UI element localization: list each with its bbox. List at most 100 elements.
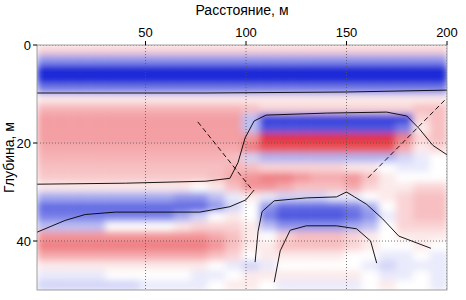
cell [140,163,158,173]
cell [88,114,106,124]
cell [293,172,311,182]
grid-x [145,45,146,290]
cell [379,114,397,124]
cell [191,270,209,280]
cell [122,192,140,202]
cell [345,133,363,143]
cell [362,65,380,75]
cell [88,172,106,182]
cell [122,270,140,280]
cell [71,45,89,55]
x-tick-label: 200 [436,25,458,40]
cell [430,261,447,271]
cell [225,45,243,55]
cell [54,280,72,290]
cell [140,65,158,75]
cell [379,55,397,65]
cell [105,143,123,153]
cell [208,261,226,271]
cell [157,251,175,261]
cell [327,133,345,143]
cell [276,202,294,212]
cell [157,172,175,182]
cell [140,94,158,104]
cell [37,270,55,280]
cell [174,65,192,75]
cell [430,251,447,261]
cell [208,45,226,55]
cell [208,182,226,192]
cell [140,192,158,202]
cell [362,114,380,124]
cell [379,202,397,212]
cell [293,55,311,65]
cell [191,182,209,192]
cell [37,172,55,182]
cell [396,55,414,65]
cell [310,65,328,75]
cell [191,104,209,114]
cell [37,114,55,124]
cell [276,241,294,251]
cell [362,84,380,94]
cell [157,212,175,222]
cell [122,55,140,65]
cell [293,84,311,94]
cell [105,114,123,124]
cell [71,251,89,261]
cell [71,221,89,231]
cell [430,270,447,280]
grid-y [37,241,447,242]
cell [362,251,380,261]
cell [379,123,397,133]
cell [327,123,345,133]
cell [327,182,345,192]
cell [430,74,447,84]
cell [242,221,260,231]
cell [105,231,123,241]
cell [225,94,243,104]
cell [174,163,192,173]
cell [174,123,192,133]
x-axis-label: Расстояние, м [195,2,288,18]
cell [345,221,363,231]
x-tick-label: 50 [138,25,152,40]
x-tick-label: 150 [336,25,358,40]
cell [362,221,380,231]
cell [37,163,55,173]
cell [259,172,277,182]
y-tick-label: 20 [17,136,31,151]
cell [379,231,397,241]
x-tick-label: 100 [235,25,257,40]
cell [140,231,158,241]
cell [310,104,328,114]
cell [396,231,414,241]
cell [413,104,431,114]
cell [174,192,192,202]
cell [71,153,89,163]
cell [157,202,175,212]
cell [225,280,243,290]
cell [259,163,277,173]
cell [122,74,140,84]
cell [122,143,140,153]
cell [345,55,363,65]
cell [310,163,328,173]
cell [310,84,328,94]
cell [122,241,140,251]
horizon-line [274,226,377,282]
cell [310,221,328,231]
cell [88,221,106,231]
cell [174,241,192,251]
cell [362,270,380,280]
cell [54,153,72,163]
cell [276,172,294,182]
cell [293,45,311,55]
cell [105,133,123,143]
cell [37,212,55,222]
cell [54,114,72,124]
cell [345,45,363,55]
cell [379,182,397,192]
cell [191,133,209,143]
cell [105,94,123,104]
